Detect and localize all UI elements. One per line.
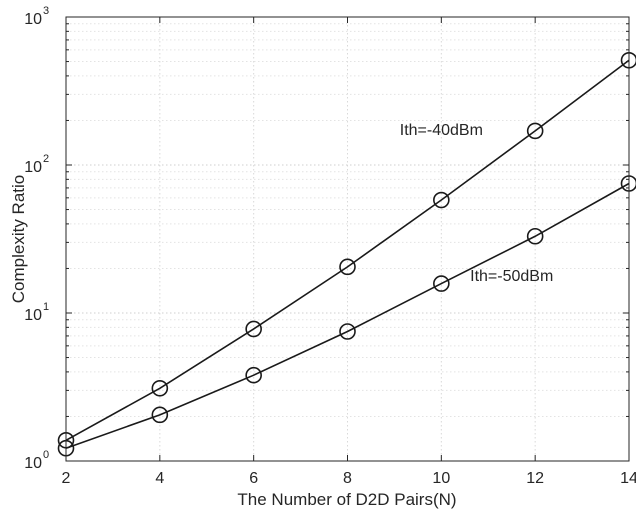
x-tick-label: 8 <box>343 470 352 487</box>
series-annotation: Ith=-40dBm <box>400 122 483 139</box>
x-tick-label: 2 <box>62 470 71 487</box>
x-tick-label: 6 <box>249 470 258 487</box>
y-tick-label: 10 <box>24 11 42 28</box>
y-tick-label: 10 <box>24 455 42 472</box>
y-tick-exponent: 1 <box>43 301 49 313</box>
x-tick-label: 4 <box>155 470 164 487</box>
x-tick-label: 10 <box>432 470 450 487</box>
y-tick-exponent: 2 <box>43 153 49 165</box>
y-tick-exponent: 3 <box>43 5 49 17</box>
y-tick-label: 10 <box>24 159 42 176</box>
series-annotation: Ith=-50dBm <box>470 268 553 285</box>
y-tick-label: 10 <box>24 307 42 324</box>
x-tick-label: 14 <box>620 470 636 487</box>
y-axis-label: Complexity Ratio <box>9 175 28 304</box>
y-tick-exponent: 0 <box>43 449 49 461</box>
x-tick-label: 12 <box>526 470 544 487</box>
x-axis-label: The Number of D2D Pairs(N) <box>237 490 456 509</box>
